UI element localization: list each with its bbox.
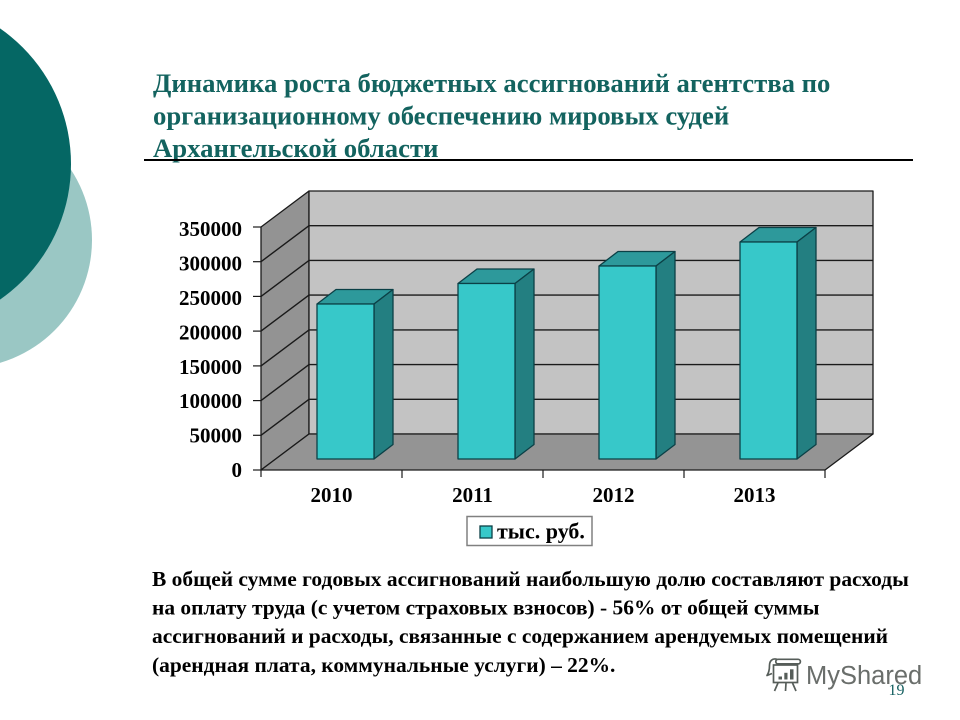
svg-text:тыс. руб.: тыс. руб. <box>497 518 585 543</box>
svg-text:150000: 150000 <box>179 355 242 379</box>
svg-text:2010: 2010 <box>311 483 353 507</box>
svg-text:Динамика роста бюджетных ассиг: Динамика роста бюджетных ассигнований аг… <box>153 68 830 98</box>
svg-text:19: 19 <box>889 682 905 699</box>
svg-text:250000: 250000 <box>179 286 242 310</box>
svg-text:350000: 350000 <box>179 217 242 241</box>
svg-text:организационному обеспечению м: организационному обеспечению мировых суд… <box>153 101 729 131</box>
svg-text:В общей сумме годовых ассигнов: В общей сумме годовых ассигнований наибо… <box>152 567 909 591</box>
svg-text:Архангельской области: Архангельской области <box>153 133 438 163</box>
svg-text:100000: 100000 <box>179 389 242 413</box>
svg-text:ассигнований и расходы, связан: ассигнований и расходы, связанные с соде… <box>152 624 888 648</box>
svg-text:300000: 300000 <box>179 251 242 275</box>
svg-text:0: 0 <box>232 458 243 482</box>
svg-text:MyShared: MyShared <box>806 662 922 690</box>
svg-text:2012: 2012 <box>593 483 635 507</box>
svg-text:2011: 2011 <box>452 483 493 507</box>
svg-text:50000: 50000 <box>190 424 243 448</box>
svg-text:2013: 2013 <box>734 483 776 507</box>
svg-text:(арендная плата, коммунальные: (арендная плата, коммунальные услуги) – … <box>152 653 615 677</box>
svg-text:на оплату труда (с учетом стра: на оплату труда (с учетом страховых взно… <box>152 596 820 620</box>
svg-text:200000: 200000 <box>179 320 242 344</box>
